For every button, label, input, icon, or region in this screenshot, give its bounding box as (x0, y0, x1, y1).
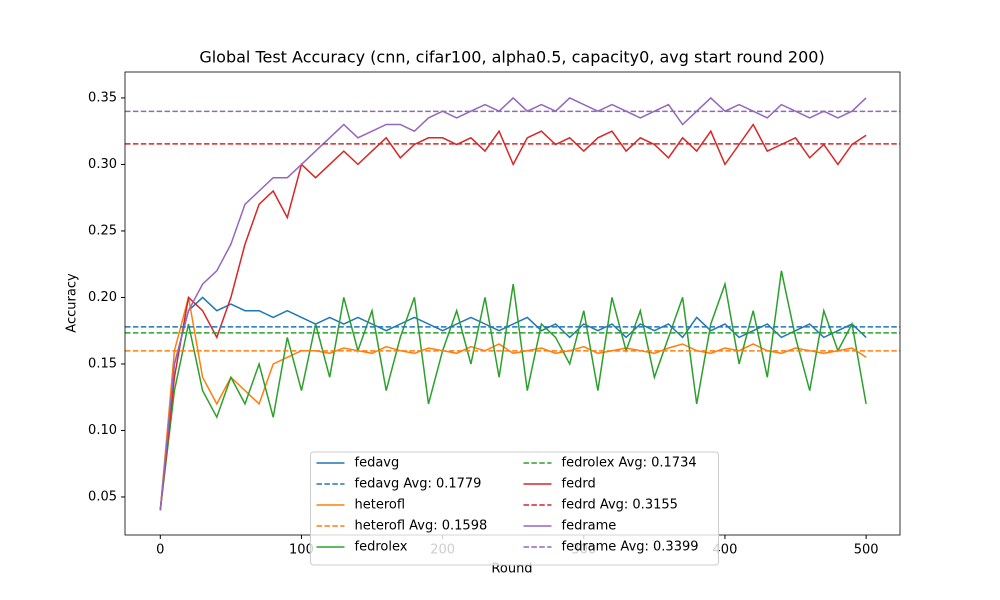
legend-label: heterofl Avg: 0.1598 (355, 519, 488, 534)
y-tick-label: 0.30 (88, 157, 117, 172)
legend-label: fedrd Avg: 0.3155 (562, 498, 678, 513)
plot-area (125, 96, 900, 511)
x-tick-label: 0 (156, 543, 164, 558)
y-tick-label: 0.10 (88, 423, 117, 438)
legend-label: fedrame Avg: 0.3399 (562, 540, 699, 555)
legend-label: fedavg Avg: 0.1779 (355, 477, 482, 492)
series-line (159, 96, 867, 511)
y-tick-label: 0.15 (88, 356, 117, 371)
legend-label: fedavg (355, 456, 400, 471)
legend-label: heterofl (355, 498, 406, 513)
legend-label: fedrd (562, 477, 596, 492)
x-tick-label: 500 (854, 543, 879, 558)
legend-label: fedrolex (355, 540, 408, 555)
legend-label: fedrolex Avg: 0.1734 (562, 456, 697, 471)
series-line (159, 270, 867, 511)
series-line (159, 297, 867, 511)
y-tick-label: 0.20 (88, 290, 117, 305)
series-line (159, 296, 867, 511)
x-tick-label: 100 (289, 543, 314, 558)
legend: fedavg fedavg Avg: 0.1779 heterofl heterofl… (310, 451, 719, 566)
legend-box (310, 451, 719, 566)
y-tick-label: 0.25 (88, 223, 117, 238)
chart-title: Global Test Accuracy (cnn, cifar100, alp… (199, 48, 824, 67)
y-axis-label: Accuracy (65, 273, 80, 333)
series-line (159, 123, 867, 511)
y-tick-label: 0.35 (88, 90, 117, 105)
y-tick-label: 0.05 (88, 489, 117, 504)
legend-label: fedrame (562, 519, 617, 534)
